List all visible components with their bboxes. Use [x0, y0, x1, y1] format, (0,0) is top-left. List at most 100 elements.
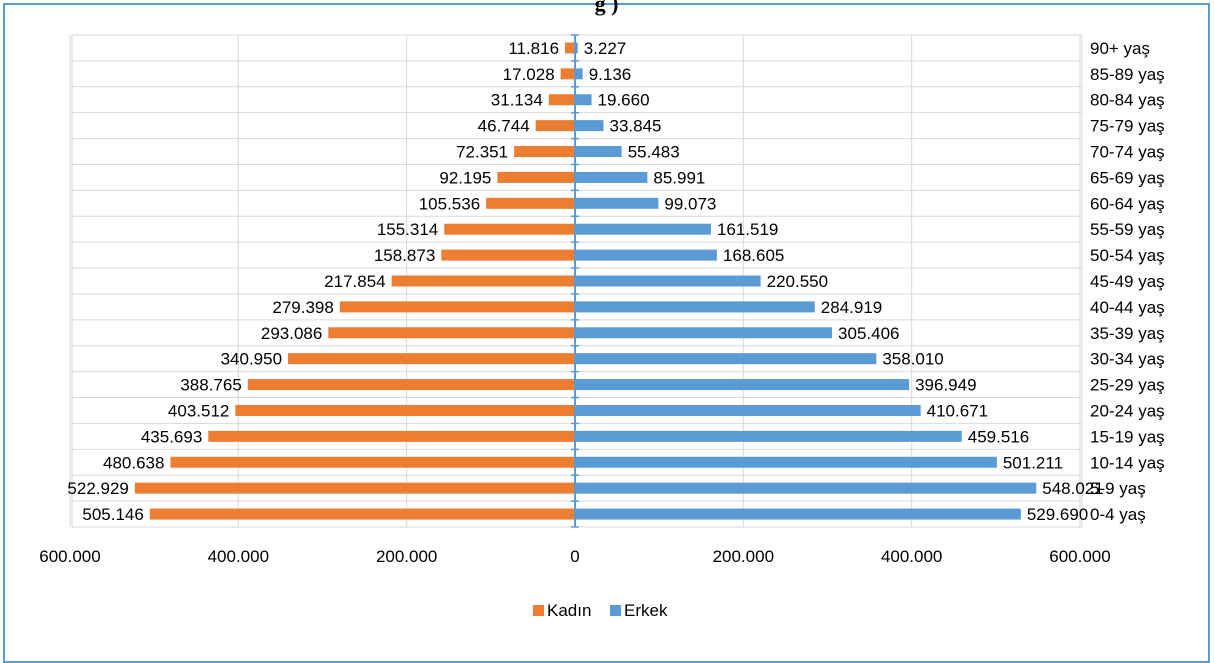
category-label: 80-84 yaş — [1090, 91, 1165, 110]
category-label: 75-79 yaş — [1090, 117, 1165, 136]
legend: Kadın Erkek — [533, 601, 668, 620]
bar-kadin — [392, 276, 575, 287]
data-label-kadin: 72.351 — [456, 143, 508, 162]
bar-kadin — [288, 353, 575, 364]
bar-kadin — [486, 198, 575, 209]
bar-erkek — [575, 276, 761, 287]
x-tick-label: 400.000 — [208, 547, 269, 566]
category-label: 70-74 yaş — [1090, 143, 1165, 162]
category-label: 55-59 yaş — [1090, 220, 1165, 239]
data-label-erkek: 161.519 — [717, 220, 778, 239]
category-label: 40-44 yaş — [1090, 298, 1165, 317]
category-label: 5-9 yaş — [1090, 479, 1146, 498]
data-label-kadin: 480.638 — [103, 453, 164, 472]
x-tick-label: 0 — [570, 547, 579, 566]
bar-kadin — [340, 301, 575, 312]
legend-label-erkek: Erkek — [624, 601, 668, 620]
data-label-kadin: 217.854 — [324, 272, 385, 291]
legend-swatch-erkek — [610, 605, 621, 616]
bar-erkek — [575, 146, 622, 157]
bar-kadin — [170, 457, 575, 468]
x-tick-label: 200.000 — [713, 547, 774, 566]
bar-erkek — [575, 301, 815, 312]
data-label-kadin: 11.816 — [508, 39, 559, 58]
bar-kadin — [441, 250, 575, 261]
x-tick-label: 600.000 — [39, 547, 100, 566]
bar-kadin — [328, 327, 575, 338]
bar-kadin — [150, 509, 575, 520]
bar-erkek — [575, 68, 583, 79]
category-label: 35-39 yaş — [1090, 324, 1165, 343]
data-label-kadin: 31.134 — [491, 91, 543, 110]
category-label: 85-89 yaş — [1090, 65, 1165, 84]
data-label-kadin: 155.314 — [377, 220, 438, 239]
data-label-erkek: 85.991 — [653, 168, 705, 187]
data-label-erkek: 459.516 — [968, 427, 1029, 446]
data-label-erkek: 99.073 — [664, 194, 716, 213]
category-label: 45-49 yaş — [1090, 272, 1165, 291]
bar-erkek — [575, 198, 658, 209]
data-label-erkek: 9.136 — [589, 65, 632, 84]
bar-kadin — [565, 42, 575, 53]
x-tick-label: 200.000 — [376, 547, 437, 566]
bar-erkek — [575, 483, 1036, 494]
x-tick-label: 600.000 — [1049, 547, 1110, 566]
category-label: 20-24 yaş — [1090, 401, 1165, 420]
data-label-kadin: 293.086 — [261, 324, 322, 343]
data-label-kadin: 522.929 — [67, 479, 128, 498]
bar-kadin — [536, 120, 575, 131]
bar-erkek — [575, 431, 962, 442]
bar-erkek — [575, 405, 921, 416]
data-label-erkek: 220.550 — [767, 272, 828, 291]
x-tick-label: 400.000 — [881, 547, 942, 566]
data-label-erkek: 358.010 — [882, 350, 943, 369]
data-label-erkek: 410.671 — [927, 401, 988, 420]
data-label-kadin: 435.693 — [141, 427, 202, 446]
data-label-kadin: 105.536 — [419, 194, 480, 213]
data-label-kadin: 388.765 — [180, 376, 241, 395]
bar-erkek — [575, 379, 909, 390]
bar-kadin — [235, 405, 575, 416]
bar-erkek — [575, 353, 876, 364]
category-label: 90+ yaş — [1090, 39, 1150, 58]
category-label: 15-19 yaş — [1090, 427, 1165, 446]
bar-kadin — [208, 431, 575, 442]
legend-swatch-kadin — [533, 605, 544, 616]
data-label-erkek: 284.919 — [821, 298, 882, 317]
category-label: 30-34 yaş — [1090, 350, 1165, 369]
bar-erkek — [575, 457, 997, 468]
bar-erkek — [575, 327, 832, 338]
data-label-erkek: 501.211 — [1003, 453, 1063, 472]
data-label-erkek: 396.949 — [915, 376, 976, 395]
category-label: 10-14 yaş — [1090, 453, 1165, 472]
data-label-kadin: 279.398 — [272, 298, 333, 317]
category-label: 60-64 yaş — [1090, 194, 1165, 213]
bar-kadin — [561, 68, 575, 79]
data-label-erkek: 33.845 — [609, 117, 661, 136]
data-label-kadin: 17.028 — [503, 65, 555, 84]
bar-kadin — [497, 172, 575, 183]
bar-erkek — [575, 250, 717, 261]
category-label: 65-69 yaş — [1090, 168, 1165, 187]
bar-erkek — [575, 172, 647, 183]
bar-kadin — [248, 379, 575, 390]
data-label-kadin: 340.950 — [221, 350, 282, 369]
bar-kadin — [549, 94, 575, 105]
bar-erkek — [575, 224, 711, 235]
bar-kadin — [444, 224, 575, 235]
bar-erkek — [575, 509, 1021, 520]
category-label: 50-54 yaş — [1090, 246, 1165, 265]
data-label-kadin: 92.195 — [439, 168, 491, 187]
data-label-erkek: 3.227 — [584, 39, 627, 58]
category-label: 0-4 yaş — [1090, 505, 1146, 524]
data-label-kadin: 505.146 — [82, 505, 143, 524]
bars-layer — [135, 42, 1036, 519]
population-pyramid-chart: 505.146 522.929 480.638 435.693 403.512 388.7… — [0, 0, 1215, 645]
bar-kadin — [514, 146, 575, 157]
data-label-kadin: 403.512 — [168, 401, 229, 420]
category-label: 25-29 yaş — [1090, 376, 1165, 395]
legend-label-kadin: Kadın — [547, 601, 591, 620]
data-label-erkek: 305.406 — [838, 324, 899, 343]
bar-erkek — [575, 120, 603, 131]
data-label-kadin: 158.873 — [374, 246, 435, 265]
